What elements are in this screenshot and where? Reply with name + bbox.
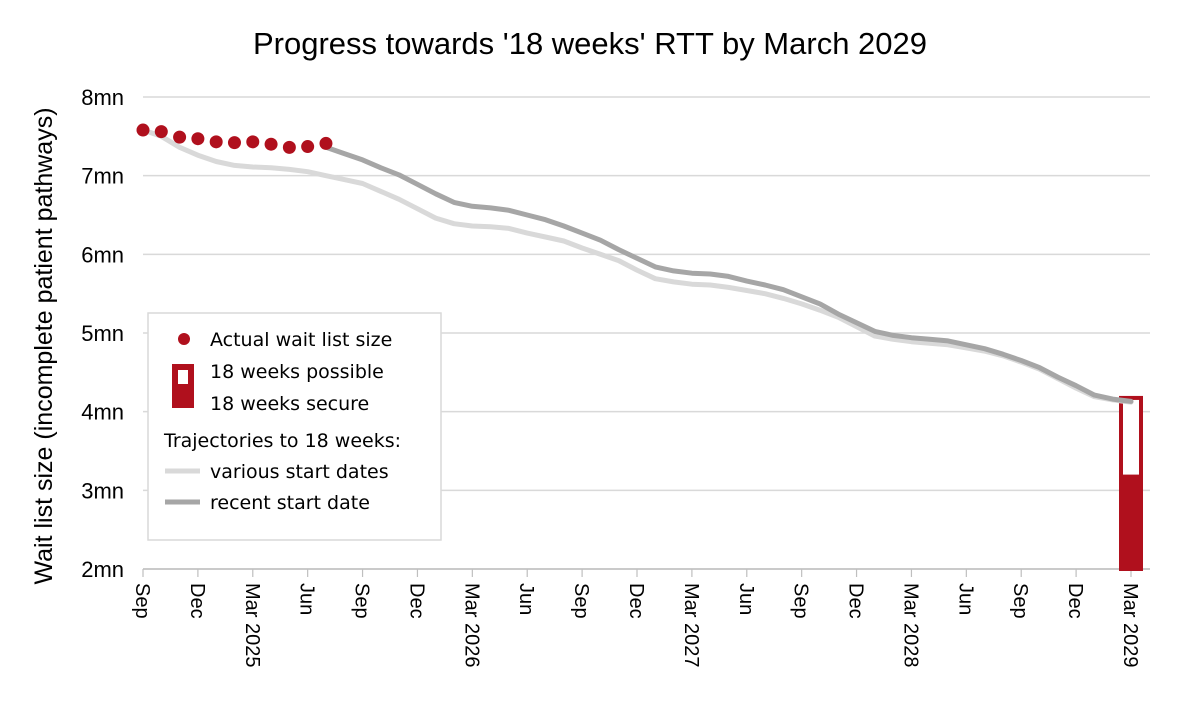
bar-18-weeks-secure bbox=[1119, 474, 1143, 569]
y-tick-label: 4mn bbox=[81, 400, 124, 425]
x-tick-label: Mar 2028 bbox=[899, 583, 921, 668]
y-tick-label: 7mn bbox=[81, 164, 124, 189]
actual-point bbox=[191, 132, 205, 146]
actual-point bbox=[227, 136, 241, 150]
legend-actual-marker bbox=[178, 333, 190, 345]
x-axis: Sep Dec Mar 2025 Jun Sep Dec Mar 2026 Jun Sep Dec… bbox=[131, 568, 1150, 668]
legend-possible-marker bbox=[172, 364, 194, 408]
actual-point bbox=[136, 123, 150, 137]
y-tick-label: 8mn bbox=[81, 85, 124, 110]
x-tick-label: Jun bbox=[515, 583, 537, 615]
x-tick-label: Dec bbox=[845, 583, 867, 619]
actual-point bbox=[282, 140, 296, 154]
actual-point bbox=[154, 125, 168, 139]
x-tick-label: Sep bbox=[351, 583, 373, 619]
x-tick-label: Jun bbox=[296, 583, 318, 615]
actual-point bbox=[173, 130, 187, 144]
line-various-start-dates bbox=[140, 127, 1134, 405]
actual-point bbox=[301, 140, 315, 154]
trajectory-lines bbox=[140, 127, 1134, 405]
bars bbox=[1119, 395, 1143, 571]
legend-recent-label: recent start date bbox=[210, 492, 370, 514]
x-tick-label: Mar 2027 bbox=[680, 583, 702, 668]
x-tick-label: Dec bbox=[405, 583, 427, 619]
legend-possible-label: 18 weeks possible bbox=[210, 361, 384, 383]
legend-actual-label: Actual wait list size bbox=[210, 329, 392, 351]
y-axis-ticks: 2mn 3mn 4mn 5mn 6mn 7mn 8mn bbox=[81, 85, 124, 582]
y-tick-label: 6mn bbox=[81, 242, 124, 267]
x-tick-label: Dec bbox=[186, 583, 208, 619]
x-tick-label: Sep bbox=[131, 583, 153, 619]
actual-points bbox=[136, 123, 333, 154]
x-tick-label: Dec bbox=[625, 583, 647, 619]
line-recent-start-date bbox=[323, 144, 1134, 404]
actual-point bbox=[209, 135, 223, 149]
legend-secure-label: 18 weeks secure bbox=[210, 393, 369, 415]
y-tick-label: 2mn bbox=[81, 557, 124, 582]
actual-point bbox=[246, 135, 260, 149]
x-tick-label: Dec bbox=[1064, 583, 1086, 619]
x-tick-label: Mar 2029 bbox=[1119, 583, 1141, 668]
chart-title: Progress towards '18 weeks' RTT by March… bbox=[253, 26, 927, 61]
legend-various-label: various start dates bbox=[210, 461, 389, 483]
x-tick-label: Sep bbox=[790, 583, 812, 619]
y-tick-label: 5mn bbox=[81, 321, 124, 346]
x-tick-label: Mar 2025 bbox=[241, 583, 263, 668]
actual-point bbox=[264, 137, 278, 151]
x-tick-label: Mar 2026 bbox=[460, 583, 482, 668]
x-tick-label: Jun bbox=[735, 583, 757, 615]
legend-possible-marker-inner bbox=[178, 370, 188, 384]
legend: Actual wait list size 18 weeks possible … bbox=[147, 312, 442, 541]
y-tick-label: 3mn bbox=[81, 478, 124, 503]
legend-trajectories-heading: Trajectories to 18 weeks: bbox=[163, 430, 401, 452]
x-tick-label: Jun bbox=[954, 583, 976, 615]
x-tick-label: Sep bbox=[570, 583, 592, 619]
y-axis-label: Wait list size (incomplete patient pathw… bbox=[30, 107, 58, 584]
actual-point bbox=[319, 136, 333, 150]
x-tick-label: Sep bbox=[1009, 583, 1031, 619]
